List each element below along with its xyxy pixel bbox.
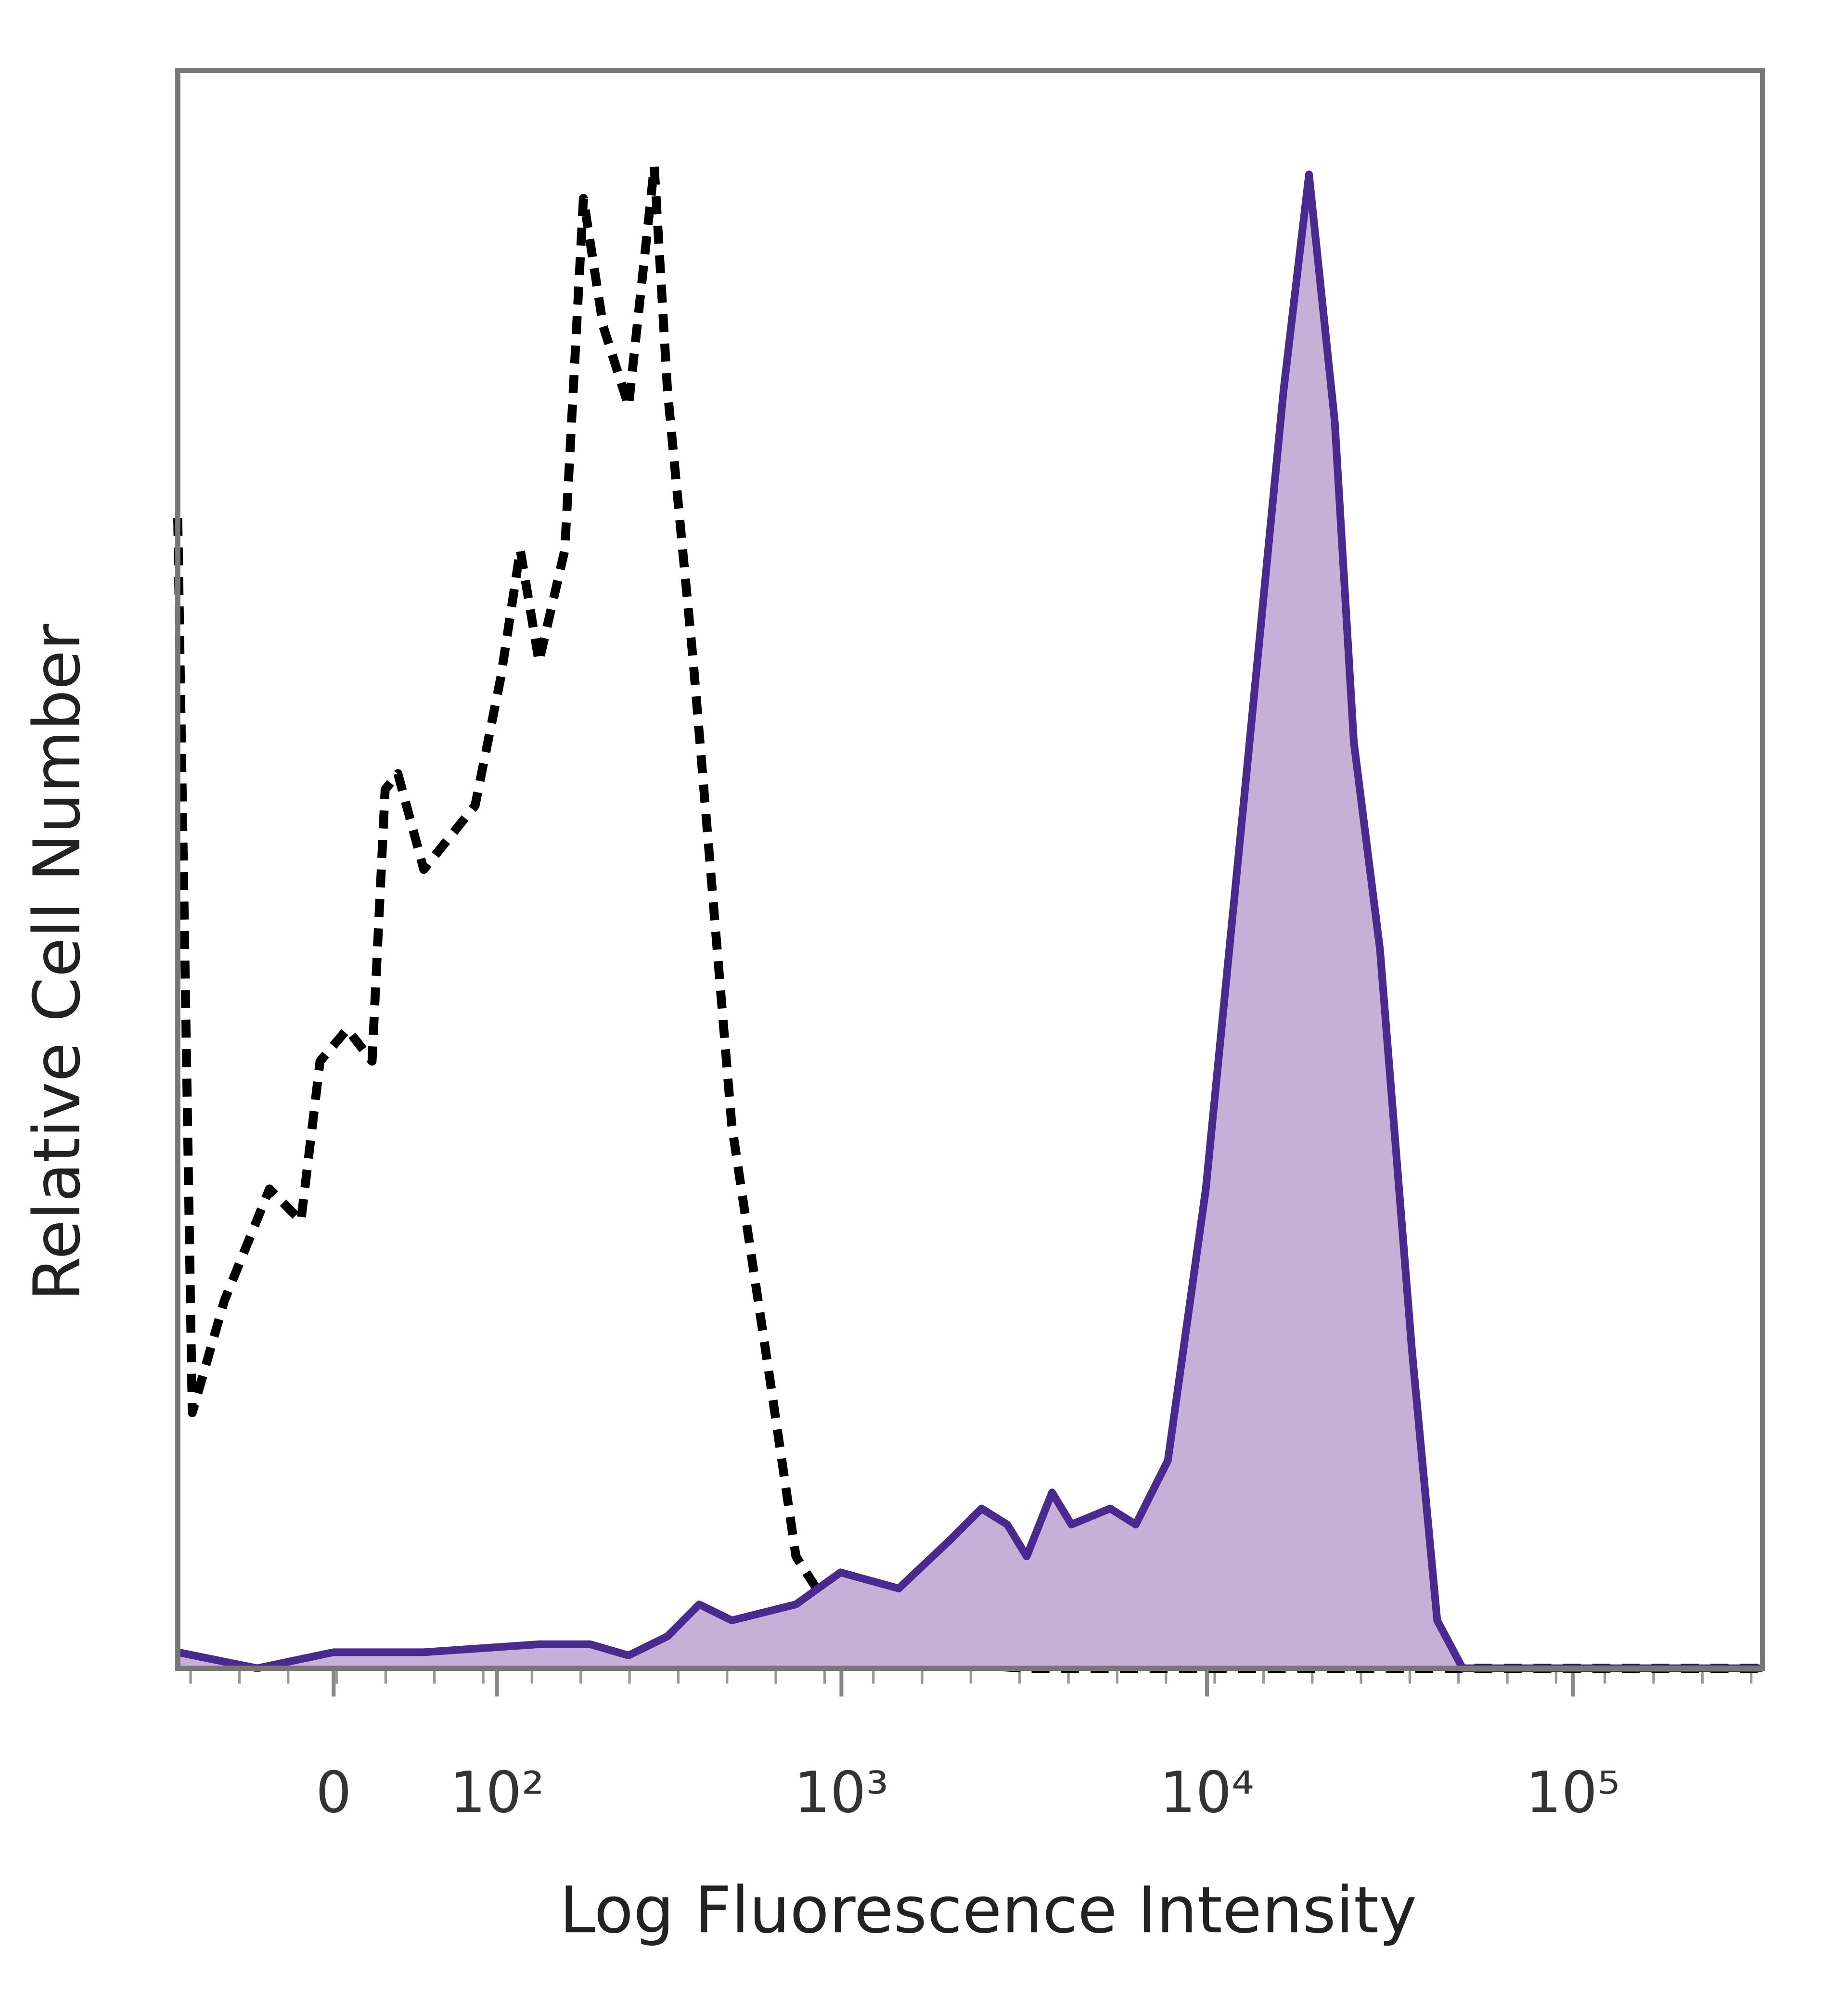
y-axis-label: Relative Cell Number: [20, 624, 95, 1301]
x-axis-label: Log Fluorescence Intensity: [560, 1873, 1417, 1948]
line: [173, 162, 1763, 1673]
plot-frame: [175, 68, 1765, 1671]
x-tick-label: 10³: [794, 1760, 888, 1826]
line: [177, 170, 1763, 1672]
x-tick-label: 10⁵: [1526, 1760, 1620, 1826]
area: [178, 174, 1763, 1668]
x-tick-label: 10²: [450, 1760, 544, 1826]
x-tick-label: 0: [316, 1760, 352, 1826]
x-tick-label: 10⁴: [1160, 1760, 1254, 1826]
